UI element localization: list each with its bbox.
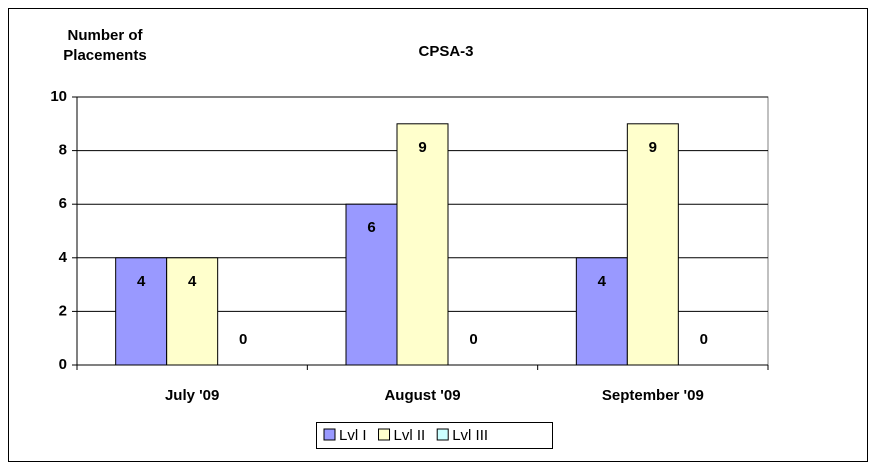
y-tick-label: 2 [59, 302, 67, 319]
x-tick-label: September '09 [602, 387, 704, 404]
data-label: 4 [598, 273, 607, 290]
data-label: 6 [367, 219, 375, 236]
y-tick-label: 6 [59, 195, 67, 212]
data-label: 0 [700, 331, 708, 348]
y-axis-title: Number of Placements [63, 27, 147, 64]
y-tick-label: 4 [59, 249, 68, 266]
bar [166, 257, 219, 366]
data-label: 0 [469, 331, 477, 348]
x-tick-label: August '09 [384, 387, 460, 404]
x-tick-label: July '09 [165, 387, 219, 404]
legend-swatch [436, 428, 449, 441]
chart-title: CPSA-3 [418, 43, 473, 60]
y-tick-label: 0 [59, 356, 67, 373]
data-label: 4 [188, 273, 197, 290]
legend-swatch [323, 428, 336, 441]
legend-label: Lvl I [339, 427, 367, 444]
data-label: 0 [239, 331, 247, 348]
bar [575, 257, 628, 366]
data-label: 9 [649, 139, 657, 156]
y-tick-label: 10 [50, 88, 67, 105]
bar [396, 123, 449, 366]
bar [626, 123, 679, 366]
legend-swatch [378, 428, 391, 441]
data-label: 9 [418, 139, 426, 156]
legend-label: Lvl III [452, 427, 488, 444]
bar [115, 257, 168, 366]
data-label: 4 [137, 273, 146, 290]
legend-box [316, 422, 553, 449]
legend-label: Lvl II [394, 427, 426, 444]
y-tick-label: 8 [59, 142, 67, 159]
